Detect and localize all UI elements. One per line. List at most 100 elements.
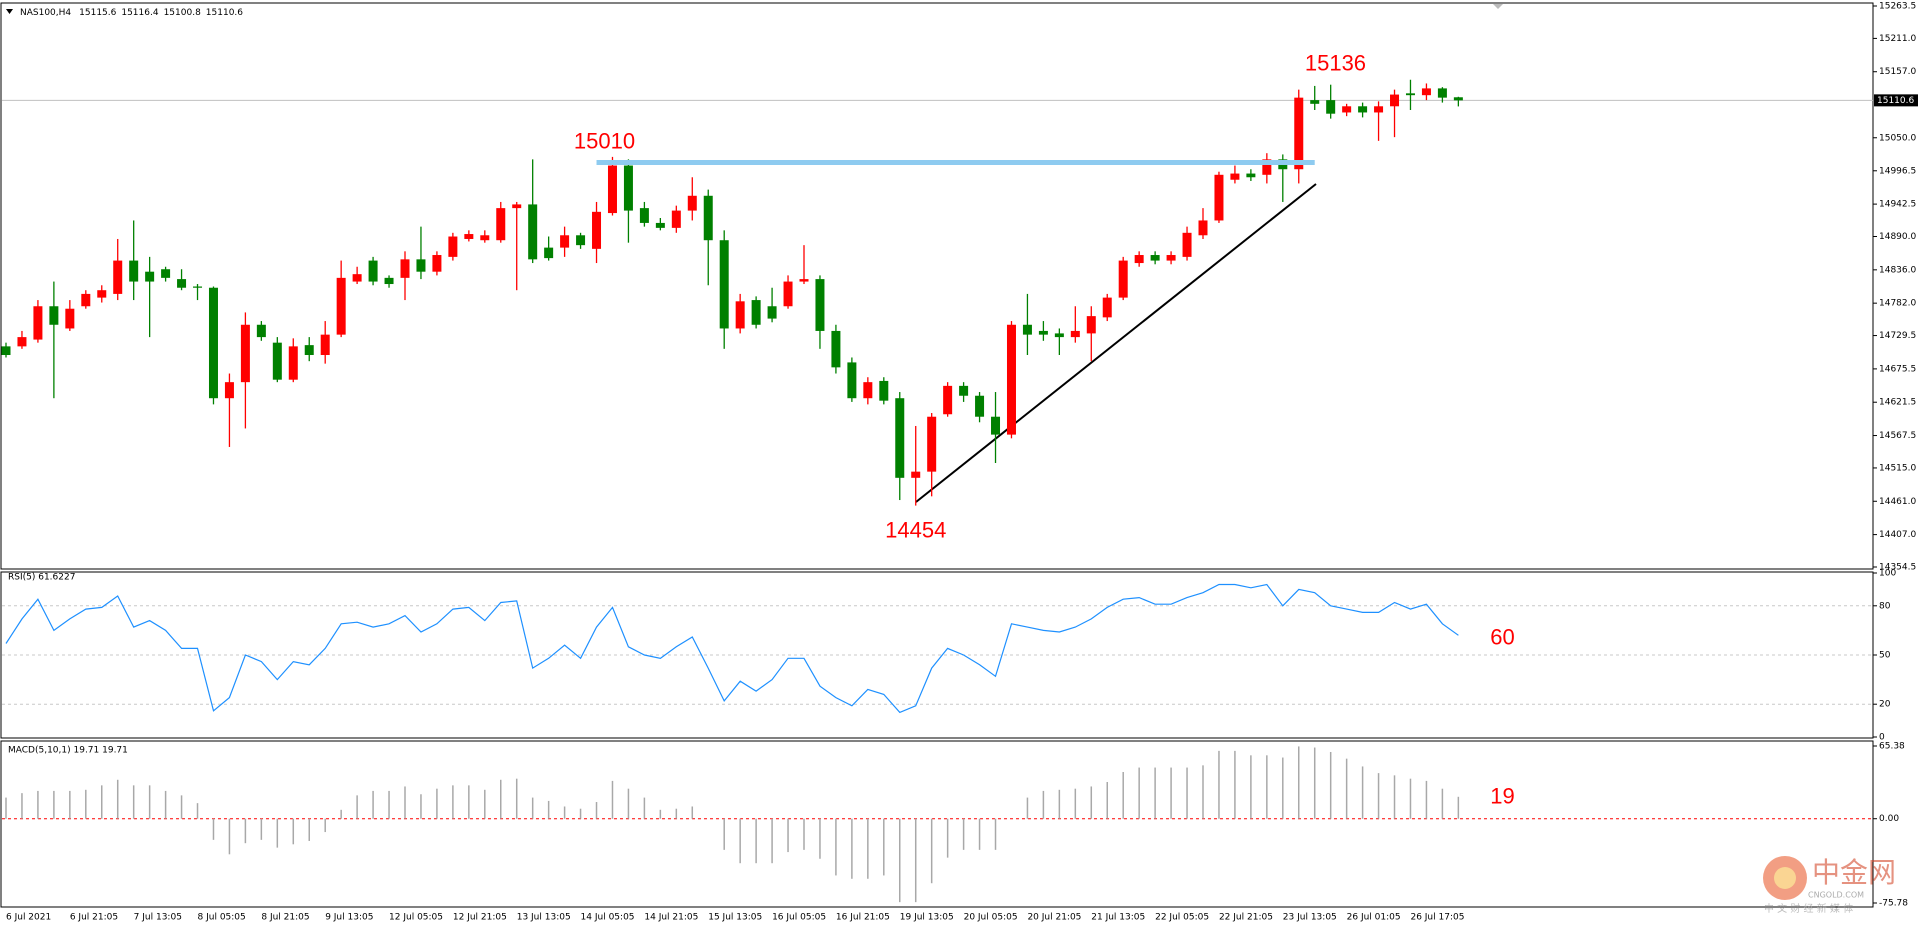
watermark: 中金网 CNGOLD.COM 中 文 财 经 新 媒 体 <box>1763 856 1896 915</box>
candle-body <box>1453 97 1463 101</box>
menu-triangle[interactable] <box>6 9 13 14</box>
y-tick-label: 14782.0 <box>1879 299 1916 309</box>
candle-body <box>1405 93 1415 96</box>
candle-body <box>464 234 474 239</box>
x-tick-label: 13 Jul 13:05 <box>517 913 571 923</box>
x-tick-label: 23 Jul 13:05 <box>1283 913 1337 923</box>
candle-body <box>1262 159 1272 175</box>
y-tick-label: 14890.0 <box>1879 232 1916 242</box>
candle-body <box>1374 106 1384 113</box>
candle-body <box>528 204 538 260</box>
y-tick-label: 14354.5 <box>1879 563 1916 573</box>
candle-body <box>1326 100 1336 114</box>
x-tick-label: 15 Jul 13:05 <box>708 913 762 923</box>
y-tick-label: 14836.0 <box>1879 265 1916 275</box>
candle-body <box>735 301 745 329</box>
candle-body <box>33 306 43 340</box>
price-panel <box>0 2 1874 570</box>
candle-body <box>991 416 1001 435</box>
x-tick-label: 20 Jul 05:05 <box>964 913 1018 923</box>
candle-body <box>208 287 218 399</box>
x-tick-label: 12 Jul 05:05 <box>389 913 443 923</box>
candle-body <box>320 334 330 356</box>
candle-body <box>751 300 761 325</box>
candle-body <box>560 235 570 248</box>
y-tick-label: 14461.0 <box>1879 497 1916 507</box>
x-tick-label: 8 Jul 21:05 <box>261 913 309 923</box>
annotation: 15136 <box>1305 51 1366 76</box>
candle-body <box>544 247 554 259</box>
header-close: 15110.6 <box>206 8 243 18</box>
x-tick-label: 20 Jul 21:05 <box>1027 913 1081 923</box>
y-tick-label: 65.38 <box>1879 742 1905 752</box>
candle-body <box>592 211 602 249</box>
candle-body <box>799 279 809 282</box>
candle-body <box>177 279 187 288</box>
candle-body <box>384 277 394 285</box>
candle-body <box>576 235 586 246</box>
y-tick-label: 15050.0 <box>1879 133 1916 143</box>
y-tick-label: 15157.0 <box>1879 67 1916 77</box>
panel-title: MACD(5,10,1) 19.71 19.71 <box>8 746 128 756</box>
candle-body <box>240 324 250 383</box>
x-tick-label: 6 Jul 21:05 <box>70 913 118 923</box>
candle-body <box>336 277 346 335</box>
candle-body <box>671 210 681 228</box>
candle-body <box>1294 97 1304 170</box>
y-tick-label: 14675.5 <box>1879 364 1916 374</box>
candle-body <box>975 395 985 417</box>
y-tick-label: 14942.5 <box>1879 200 1916 210</box>
candle-body <box>129 260 139 282</box>
candle-body <box>815 279 825 331</box>
candle-body <box>911 471 921 478</box>
candle-body <box>687 195 697 211</box>
chart-title: NAS100,H4 <box>20 8 71 18</box>
candle-body <box>1118 260 1128 298</box>
x-tick-label: 26 Jul 01:05 <box>1347 913 1401 923</box>
watermark-site: CNGOLD.COM <box>1808 891 1864 900</box>
candle-body <box>113 260 123 294</box>
y-tick-label: 14996.5 <box>1879 166 1916 176</box>
candle-body <box>1182 232 1192 257</box>
watermark-tagline: 中 文 财 经 新 媒 体 <box>1764 902 1853 915</box>
candle-body <box>1006 324 1016 435</box>
candle-body <box>1086 316 1096 334</box>
candle-body <box>1358 106 1368 113</box>
candle-body <box>1 346 11 356</box>
candle-body <box>1198 220 1208 236</box>
x-tick-label: 9 Jul 13:05 <box>325 913 373 923</box>
x-tick-label: 6 Jul 2021 <box>6 913 51 923</box>
chart-header: NAS100,H4 15115.6 15116.4 15100.8 15110.6 <box>20 8 243 18</box>
watermark-brand: 中金网 <box>1812 856 1896 889</box>
candle-body <box>1134 255 1144 264</box>
x-tick-label: 12 Jul 21:05 <box>453 913 507 923</box>
candle-body <box>783 281 793 307</box>
y-tick-label: 14515.0 <box>1879 463 1916 473</box>
x-tick-label: 16 Jul 05:05 <box>772 913 826 923</box>
candle-body <box>352 274 362 282</box>
candle-body <box>943 385 953 415</box>
rsi-line <box>5 583 1459 714</box>
candle-body <box>304 345 314 356</box>
current-price-box <box>1874 94 1918 107</box>
candle-body <box>831 330 841 368</box>
candle-body <box>272 342 282 380</box>
candle-body <box>1150 255 1160 261</box>
candle-body <box>1054 333 1064 338</box>
candle-body <box>1230 173 1240 180</box>
candle-body <box>1022 324 1032 335</box>
x-tick-label: 14 Jul 21:05 <box>644 913 698 923</box>
candle-body <box>879 380 889 401</box>
annotation: 60 <box>1490 624 1514 649</box>
candle-body <box>1421 88 1431 96</box>
candle-body <box>1166 255 1176 261</box>
candle-body <box>400 259 410 278</box>
x-tick-label: 22 Jul 21:05 <box>1219 913 1273 923</box>
annotation: 15010 <box>574 128 635 153</box>
current-price-label: 15110.6 <box>1877 96 1914 106</box>
y-tick-label: 100 <box>1879 569 1896 579</box>
candle-body <box>65 308 75 329</box>
y-tick-label: 14729.5 <box>1879 331 1916 341</box>
candle-body <box>17 337 27 347</box>
